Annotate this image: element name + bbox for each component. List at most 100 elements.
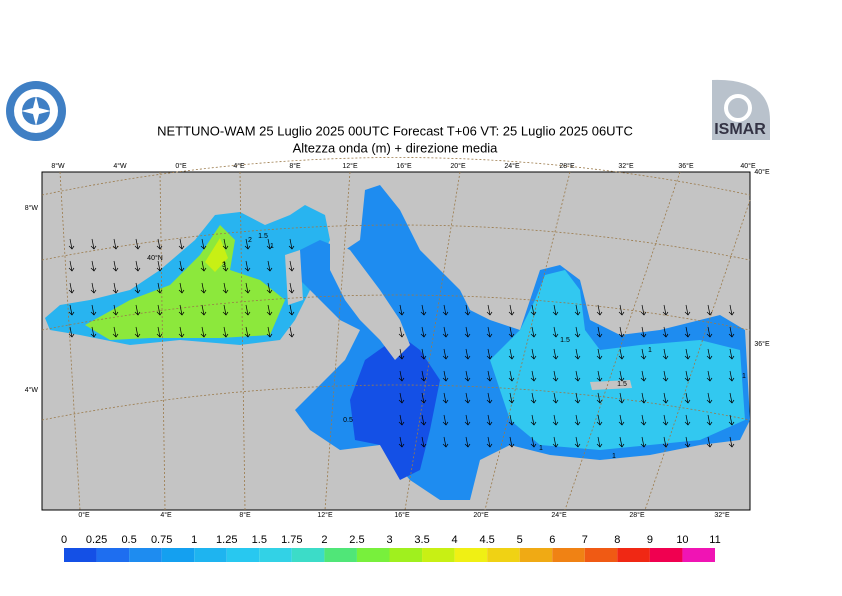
arrow-head <box>134 289 141 294</box>
lon-label: 4°E <box>160 511 172 519</box>
colorbar-label: 0 <box>61 534 67 546</box>
arrow <box>135 304 139 316</box>
colorbar-label: 0.25 <box>86 534 107 546</box>
arrow-head <box>266 267 273 272</box>
arrow-head <box>486 421 493 426</box>
lon-label: 40°E <box>740 162 756 170</box>
contour-label: 1 <box>612 453 616 460</box>
arrow-head <box>156 289 163 294</box>
arrow <box>509 392 513 404</box>
arrow-head <box>442 333 449 338</box>
arrow-head <box>90 245 97 250</box>
arrow-head <box>134 245 141 250</box>
arrow <box>91 304 95 316</box>
map <box>41 157 751 511</box>
arrow <box>179 304 183 316</box>
arrow <box>113 260 117 272</box>
arrow-head <box>90 289 97 294</box>
colorbar-label: 6 <box>549 534 555 546</box>
arrow-head <box>728 333 735 338</box>
lon-label: 16°E <box>396 162 412 170</box>
logo-right: ISMAR <box>710 79 770 141</box>
arrow <box>575 414 579 426</box>
colorbar-swatch <box>356 548 390 562</box>
arrow <box>179 282 183 294</box>
arrow-head <box>684 355 691 360</box>
arrow <box>465 326 469 338</box>
colorbar-swatch <box>389 548 423 562</box>
arrow <box>707 370 711 382</box>
arrow-head <box>200 289 207 294</box>
arrow-head <box>574 355 581 360</box>
arrow-head <box>134 267 141 272</box>
arrow <box>443 392 447 404</box>
arrow-head <box>156 267 163 272</box>
arrow <box>69 238 73 250</box>
arrow-head <box>420 399 427 404</box>
sea-aegean <box>490 270 745 450</box>
arrow <box>421 304 425 316</box>
arrow-head <box>134 311 141 316</box>
arrow-head <box>508 311 515 316</box>
colorbar-swatch <box>324 548 357 562</box>
arrow <box>465 304 469 316</box>
arrow <box>685 436 689 448</box>
lon-label: 12°E <box>342 162 358 170</box>
arrow <box>685 326 689 338</box>
arrow <box>641 436 645 448</box>
arrow <box>707 414 711 426</box>
colorbar-label: 4 <box>452 534 458 546</box>
arrow-head <box>596 355 603 360</box>
arrow <box>135 326 139 338</box>
arrow-head <box>288 311 295 316</box>
arrow-head <box>662 399 669 404</box>
arrow-head <box>684 399 691 404</box>
arrow <box>641 304 645 316</box>
arrow-head <box>288 289 295 294</box>
colorbar-swatch <box>422 548 455 562</box>
arrow <box>597 414 601 426</box>
arrow <box>619 348 623 360</box>
arrow <box>531 414 535 426</box>
arrow <box>663 414 667 426</box>
lon-label: 20°E <box>473 511 489 519</box>
arrow <box>399 304 403 316</box>
arrow-head <box>420 443 427 448</box>
lon-label: 24°E <box>551 511 567 519</box>
arrow <box>575 304 579 316</box>
colorbar-label: 0.5 <box>121 534 136 546</box>
arrow <box>487 436 491 448</box>
arrow-head <box>640 399 647 404</box>
colorbar-label: 1.75 <box>281 534 302 546</box>
lon-label: 32°E <box>618 162 634 170</box>
arrow-head <box>706 333 713 338</box>
lat-label: 36°E <box>754 340 770 348</box>
lat-label: 40°E <box>754 168 770 176</box>
arrow-head <box>68 333 75 338</box>
lon-label: 8°E <box>239 511 251 519</box>
arrow-head <box>200 245 207 250</box>
colorbar-label: 3.5 <box>414 534 429 546</box>
arrow <box>575 348 579 360</box>
arrow <box>289 282 293 294</box>
arrow-head <box>90 311 97 316</box>
arrow <box>531 326 535 338</box>
arrow <box>443 326 447 338</box>
arrow <box>509 304 513 316</box>
arrow <box>487 370 491 382</box>
arrow <box>619 414 623 426</box>
arrow <box>223 260 227 272</box>
sea-high <box>85 225 285 340</box>
arrow-head <box>662 333 669 338</box>
arrow <box>421 392 425 404</box>
arrow-head <box>398 421 405 426</box>
arrow <box>421 348 425 360</box>
arrow <box>663 436 667 448</box>
arrow <box>619 436 623 448</box>
arrow-head <box>618 377 625 382</box>
lon-label: 4°E <box>233 162 245 170</box>
arrow-head <box>552 421 559 426</box>
arrow <box>553 436 557 448</box>
arrow-head <box>530 443 537 448</box>
arrow-head <box>684 333 691 338</box>
